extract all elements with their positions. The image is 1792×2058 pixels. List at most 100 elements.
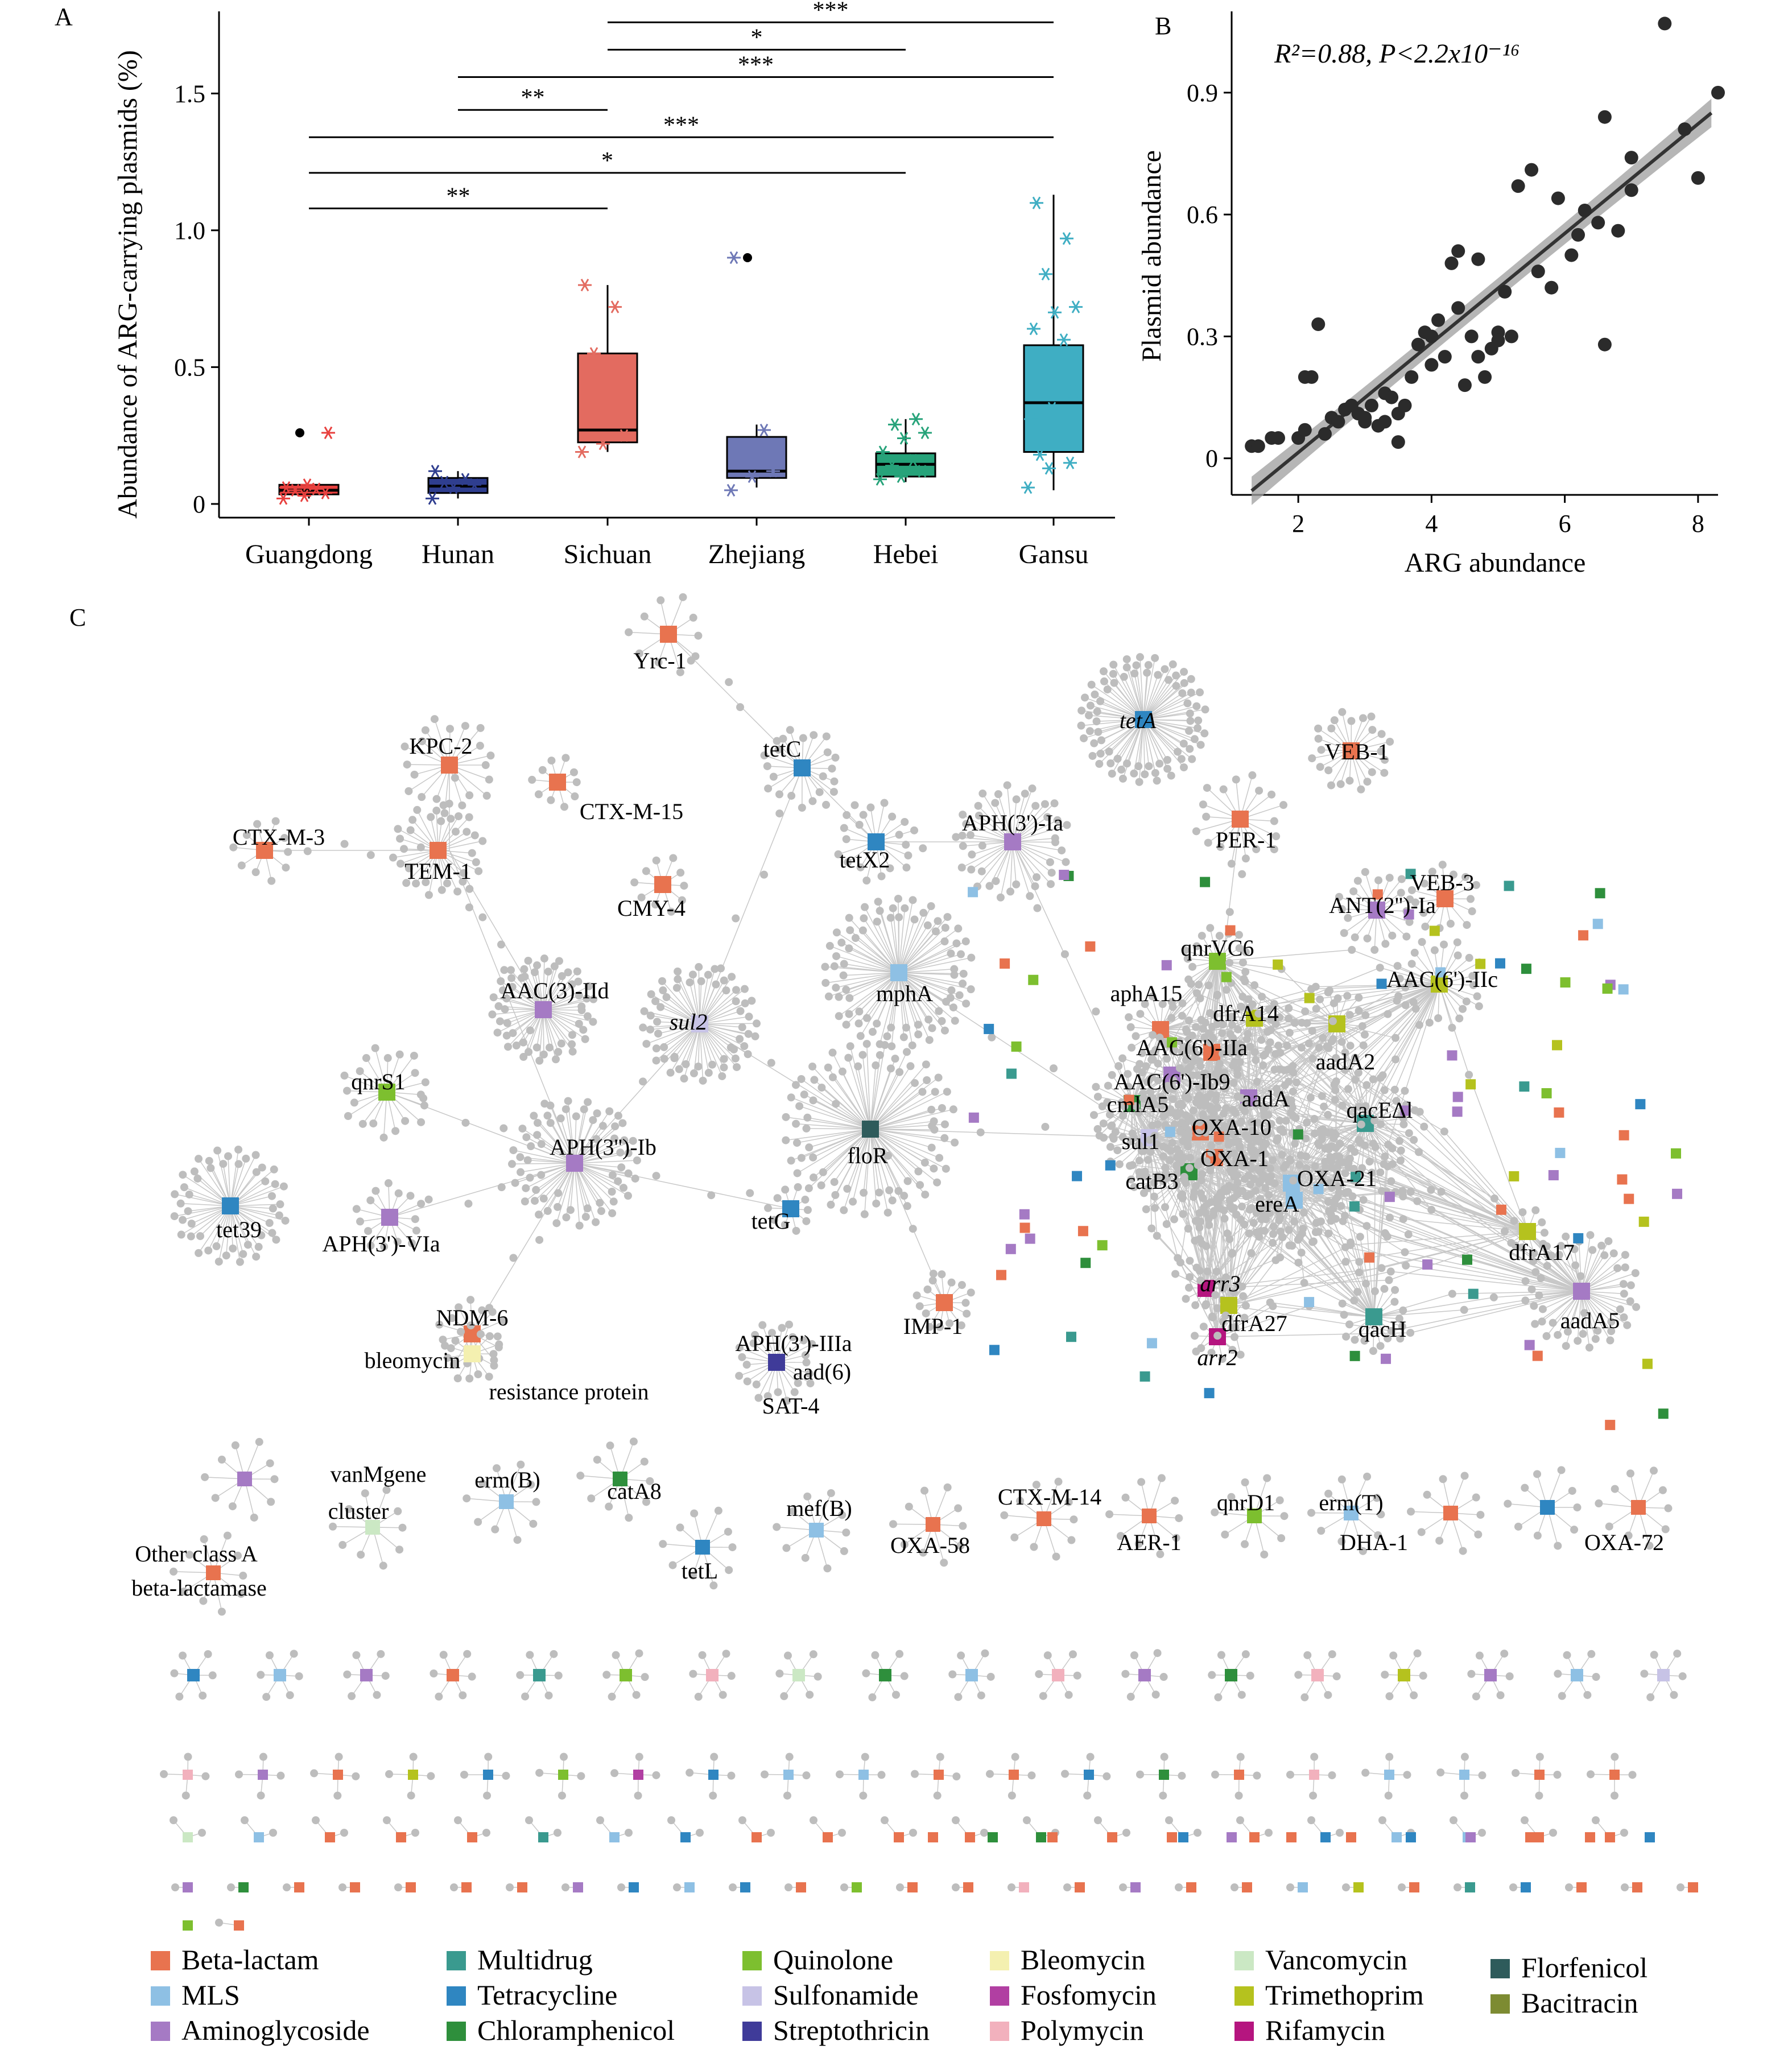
- plasmid-node: [1050, 799, 1059, 808]
- plasmid-node: [544, 968, 552, 976]
- network-edge: [852, 1129, 871, 1202]
- plasmid-node: [196, 1232, 205, 1241]
- gene-node: [613, 1472, 627, 1486]
- plasmid-node: [629, 1137, 637, 1145]
- plasmid-node: [908, 1041, 916, 1049]
- plasmid-node: [417, 1200, 426, 1208]
- plasmid-node: [499, 1124, 508, 1133]
- plasmid-node: [1195, 1266, 1204, 1275]
- network-edge: [1389, 1217, 1582, 1292]
- plasmid-node: [1449, 870, 1457, 879]
- jitter-point: [873, 473, 887, 486]
- network-edge: [797, 1129, 871, 1174]
- plasmid-node: [669, 854, 678, 862]
- plasmid-node: [1365, 1158, 1374, 1166]
- plasmid-node: [1203, 784, 1211, 792]
- plasmid-node: [252, 1168, 261, 1176]
- plasmid-node: [1263, 1474, 1271, 1482]
- plasmid-node: [1260, 1172, 1269, 1180]
- scatter-point: [1444, 256, 1459, 270]
- plasmid-node: [1355, 1268, 1364, 1276]
- plasmid-node: [906, 1062, 915, 1071]
- gene-node: [1286, 1192, 1303, 1209]
- plasmid-node: [1338, 708, 1347, 716]
- plasmid-node: [509, 1029, 517, 1038]
- plasmid-node: [923, 1076, 931, 1084]
- plasmid-node: [266, 1459, 274, 1468]
- plasmid-node: [234, 1160, 243, 1168]
- plasmid-node: [554, 1048, 563, 1056]
- plasmid-node: [1289, 1062, 1297, 1071]
- plasmid-node: [575, 1019, 583, 1028]
- plasmid-node: [530, 1111, 538, 1120]
- plasmid-node: [1186, 1063, 1195, 1071]
- plasmid-node: [631, 1174, 639, 1183]
- plasmid-node: [653, 1018, 662, 1026]
- plasmid-node: [1438, 861, 1447, 869]
- plasmid-node: [1220, 1122, 1229, 1130]
- plasmid-node: [242, 830, 251, 839]
- plasmid-node: [805, 1143, 814, 1152]
- plasmid-node: [1289, 1176, 1298, 1185]
- plasmid-node: [642, 1498, 651, 1506]
- plasmid-node: [437, 817, 445, 825]
- plasmid-node: [465, 791, 474, 800]
- plasmid-node: [1527, 1285, 1536, 1294]
- plasmid-node: [1350, 1296, 1359, 1305]
- network-edge: [862, 1055, 871, 1130]
- plasmid-node: [1260, 1108, 1268, 1117]
- plasmid-node: [1165, 1108, 1173, 1117]
- plasmid-node: [1231, 1164, 1239, 1172]
- plasmid-node: [1343, 991, 1352, 1000]
- plasmid-node: [445, 725, 454, 733]
- plasmid-node: [1270, 817, 1278, 825]
- plasmid-node: [1150, 1192, 1158, 1201]
- plasmid-node: [562, 1213, 571, 1222]
- plasmid-node: [652, 1172, 660, 1180]
- gene-node: [1135, 711, 1152, 728]
- plasmid-node: [609, 1197, 618, 1206]
- plasmid-node: [1168, 1003, 1177, 1011]
- plasmid-node: [1173, 1169, 1182, 1177]
- plasmid-node: [1161, 665, 1169, 673]
- plasmid-node: [1381, 940, 1390, 948]
- network-edge: [864, 1129, 871, 1214]
- plasmid-node: [840, 1206, 848, 1214]
- plasmid-node: [758, 1321, 767, 1329]
- plasmid-node: [1031, 801, 1040, 810]
- gene-node: [1560, 977, 1571, 988]
- plasmid-node: [1232, 775, 1240, 784]
- gene-node: [1658, 1408, 1669, 1419]
- jitter-point: [428, 465, 442, 478]
- network-edge: [870, 1129, 889, 1213]
- plasmid-node: [1401, 1086, 1409, 1095]
- plasmid-node: [501, 1005, 509, 1014]
- plasmid-node: [1191, 1332, 1199, 1340]
- plasmid-node: [832, 983, 840, 992]
- plasmid-node: [463, 828, 471, 836]
- plasmid-node: [1454, 951, 1462, 960]
- plasmid-node: [579, 1026, 588, 1034]
- plasmid-node: [1228, 1346, 1237, 1354]
- plasmid-node: [1440, 1127, 1448, 1136]
- network-edge: [898, 919, 915, 973]
- plasmid-node: [794, 1183, 802, 1192]
- plasmid-node: [1307, 985, 1316, 993]
- plasmid-node: [1230, 1172, 1238, 1181]
- plasmid-node: [521, 1197, 529, 1206]
- plasmid-node: [1347, 717, 1356, 725]
- plasmid-node: [1185, 1283, 1194, 1292]
- network-edge: [1581, 1272, 1636, 1292]
- plasmid-node: [1538, 1218, 1546, 1226]
- plasmid-node: [1269, 1222, 1278, 1231]
- jitter-point: [426, 492, 439, 505]
- scatter-point: [1364, 398, 1378, 412]
- plasmid-node: [1345, 1011, 1354, 1019]
- panel-a-x-tick-label: Hebei: [873, 539, 939, 569]
- plasmid-node: [855, 821, 864, 829]
- plasmid-node: [509, 1254, 518, 1262]
- plasmid-node: [788, 1333, 797, 1341]
- plasmid-node: [478, 837, 487, 845]
- plasmid-node: [533, 1119, 542, 1127]
- plasmid-node: [371, 1187, 380, 1195]
